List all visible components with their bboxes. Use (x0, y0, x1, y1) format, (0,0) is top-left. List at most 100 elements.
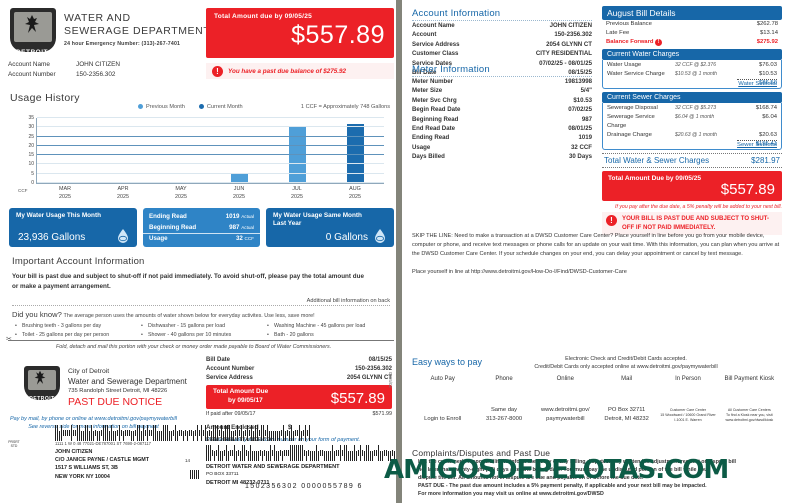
barcode-bar (81, 431, 82, 441)
account-info-value: 07/02/25 - 08/01/25 (539, 59, 592, 67)
meter-info-value: 30 Days (568, 153, 592, 161)
meter-read-label: Usage (149, 235, 168, 242)
easy-ways-values: Login to Enroll Same day 313-267-8000 www.d… (412, 406, 780, 423)
stub-row-label: Account Number (206, 366, 255, 372)
usage-last-year-label-l1: My Water Usage Same Month (273, 212, 362, 219)
usage-summary-boxes: My Water Usage This Month 23,936 Gallons… (9, 208, 394, 247)
barcode-bar (303, 430, 304, 436)
barcode-bar (143, 425, 144, 441)
barcode-bar (388, 451, 389, 461)
barcode-bar (153, 425, 154, 441)
stub-row: Account Number 150-2356.302 (206, 365, 392, 374)
meter-info-row: Meter Svc Chrg $10.53 (412, 96, 592, 105)
legend-current-label: Current Month (206, 104, 243, 110)
pay-method-detail[interactable]: www.detroitmi.gov/paymywaterbill (540, 407, 590, 422)
barcode-bar (216, 450, 217, 456)
barcode-bar (223, 431, 224, 441)
meter-info-value: 1019 (578, 134, 592, 142)
meter-info-label: Beginning Read (412, 115, 459, 123)
gridline-20: 20 (28, 143, 384, 149)
charge-meta: $20.63 @ 1 month (675, 132, 717, 138)
meter-read-value: 987 Actual (229, 223, 254, 231)
pay-method-detail[interactable]: Login to Enroll (424, 415, 462, 422)
barcode-bar (199, 430, 200, 436)
barcode-bar (298, 445, 299, 461)
barcode-bar (324, 451, 325, 461)
meter-info-row: Days Billed 30 Days (412, 152, 592, 161)
meter-info-label: Meter Size (412, 87, 443, 95)
pay-note-line1: Pay by mail, by phone or online at www.d… (10, 416, 177, 422)
gridline-0: 0 (31, 180, 384, 186)
x-label-MAY: MAY 2025 (175, 186, 187, 200)
pay-method-detail[interactable]: Customer Care Center 15 Woodward / 10600 … (660, 408, 716, 422)
total-due-label: Total Amount due by 09/05/25 (214, 13, 312, 20)
total-water-sewer-label: Total Water & Sewer Charges (604, 156, 710, 165)
meter-read-value: 32 CCF (235, 235, 254, 242)
barcode-bar (206, 445, 207, 461)
past-due-text: You have a past due balance of $275.92 (228, 67, 347, 75)
usage-this-month-label: My Water Usage This Month (16, 212, 101, 219)
meter-info-row: Usage 32 CCF (412, 143, 592, 152)
account-number-value: 150-2356.302 (76, 71, 116, 78)
account-information-heading: Account Information (412, 8, 501, 19)
barcode-bar (372, 451, 373, 461)
barcode-bar (277, 431, 278, 441)
barcode-bar (326, 451, 327, 461)
amount-enclosed-value[interactable]: $ (288, 424, 292, 431)
meter-info-label: Ending Read (412, 134, 450, 142)
bill-summary-rows: Previous Balance $262.78 Late Fee $13.14 Bal… (602, 20, 782, 47)
usage-tip: Shower - 40 gallons per 10 minutes (138, 331, 264, 340)
barcode-bar (87, 425, 88, 441)
barcode-bar (67, 430, 68, 436)
barcode-bar (370, 451, 371, 461)
logo-text: DETROIT (15, 49, 49, 56)
barcode-bar (208, 445, 209, 461)
complaints-line: dispute the bill. All amounts not in dis… (418, 475, 644, 481)
barcode-bar (384, 450, 385, 456)
stub-after-label: If paid after 09/05/17 (206, 411, 256, 417)
amount-enclosed-row[interactable]: Amount Enclosed $ (206, 424, 392, 431)
water-drop-icon (118, 229, 128, 243)
pay-method-detail[interactable]: Same day 313-267-8000 (485, 407, 523, 422)
usage-tip: Toilet - 25 gallons per day per person (12, 331, 138, 340)
alert-icon: ! (212, 65, 223, 77)
barcode-bar (230, 450, 231, 456)
did-you-know-subtitle: The average person uses the amounts of w… (63, 313, 315, 319)
meter-info-row: Ending Read 1019 (412, 133, 592, 142)
x-label-MAR: MAR 2025 (59, 186, 71, 200)
spirit-of-detroit-icon (25, 15, 39, 33)
pay-method-column: Online (556, 376, 574, 382)
usage-last-year-value: 0 Gallons (325, 232, 368, 243)
barcode-bar (257, 425, 258, 441)
barcode-bar (263, 425, 264, 441)
barcode-bar (137, 425, 138, 441)
barcode-bar (213, 425, 214, 441)
barcode-bar (243, 431, 244, 441)
barcode-bar (221, 425, 222, 441)
bill-summary-row: Late Fee $13.14 (602, 29, 782, 38)
barcode-bar (244, 445, 245, 461)
barcode-bar (71, 425, 72, 441)
usage-history-chart: Previous Month Current Month 1 CCF = App… (8, 104, 394, 202)
barcode-bar (290, 445, 291, 461)
account-info-row: Service Dates 07/02/25 - 08/01/25 (412, 59, 592, 68)
barcode-bar (295, 430, 296, 436)
barcode-bar (314, 451, 315, 461)
barcode-bar (260, 450, 261, 456)
emergency-number: 24 hour Emergency Number: (313)-267-7401 (64, 41, 181, 47)
account-info-value: 150-2356.302 (554, 31, 592, 39)
legend-previous-swatch (138, 104, 143, 110)
barcode-bar (226, 445, 227, 461)
easy-ways-note-line2: Credit/Debit Cards only accepted online … (534, 364, 718, 370)
usage-history-heading: Usage History (10, 92, 80, 104)
pay-method-detail[interactable]: PO Box 32711 Detroit, MI 48232 (604, 407, 649, 422)
usage-last-year-label: My Water Usage Same Month Last Year (273, 212, 381, 228)
stub-row-label: Bill Date (206, 357, 231, 363)
barcode-bar (63, 430, 64, 436)
stub-detail-rows: Bill Date 08/15/25 Account Number 150-2356.… (206, 356, 392, 383)
barcode-bar (348, 451, 349, 461)
barcode-bar (374, 450, 375, 456)
pay-method-detail[interactable]: All Customer Care Centers To find a Kiosk… (725, 408, 774, 422)
barcode-bar (302, 445, 303, 461)
barcode-bar (344, 445, 345, 461)
